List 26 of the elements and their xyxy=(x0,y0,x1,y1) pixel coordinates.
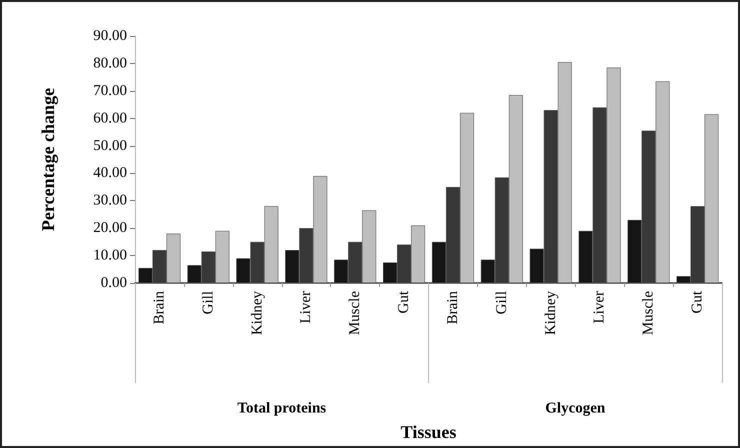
x-tick-label: Gut xyxy=(690,290,706,314)
y-tick-label: 20.00 xyxy=(93,220,127,236)
y-tick-label: 10.00 xyxy=(93,248,127,264)
y-tick-label: 90.00 xyxy=(93,28,127,44)
y-tick-label: 60.00 xyxy=(93,110,127,126)
x-tick-label: Kidney xyxy=(542,290,559,336)
x-tick-label: Brain xyxy=(151,290,168,324)
text: Glycogen xyxy=(545,400,606,416)
x-tick-label: Liver xyxy=(298,290,314,324)
x-axis-title: Tissues xyxy=(400,422,456,442)
y-tick-label: 40.00 xyxy=(93,165,127,182)
y-tick-label: 30.00 xyxy=(93,192,127,209)
text: Total proteins xyxy=(237,400,326,416)
x-tick-label: Muscle xyxy=(347,290,364,336)
x-tick-label: Brain xyxy=(444,290,461,324)
y-tick-label: 50.00 xyxy=(93,138,127,154)
x-tick-label: Gut xyxy=(396,290,412,314)
x-tick-label: Liver xyxy=(592,290,608,324)
y-tick-label: 70.00 xyxy=(93,82,127,99)
y-axis-title: Percentage change xyxy=(38,88,58,232)
x-tick-label: Gill xyxy=(494,291,510,314)
y-tick-label: 80.00 xyxy=(93,55,127,72)
x-tick-label: Muscle xyxy=(640,290,657,336)
x-tick-label: Kidney xyxy=(249,290,266,336)
y-tick-label: 0.00 xyxy=(100,275,127,291)
x-tick-label: Gill xyxy=(200,291,216,314)
